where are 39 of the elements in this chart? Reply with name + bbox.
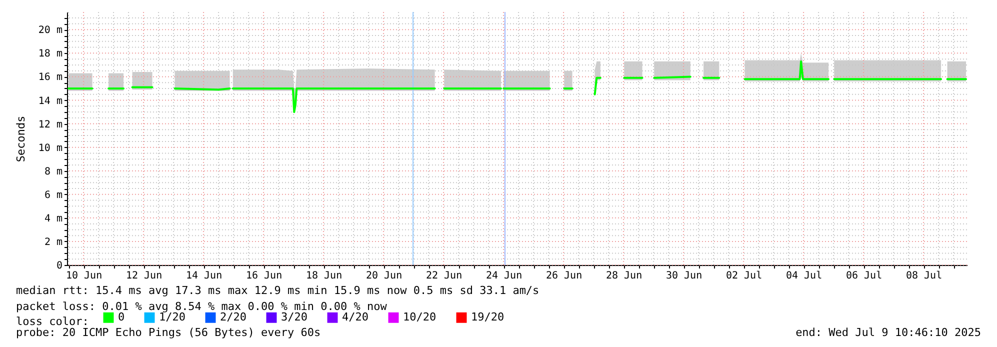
y-tick-label: 12 m [38, 119, 62, 130]
legend-label: 1/20 [159, 310, 186, 324]
x-tick-label: 16 Jun [246, 270, 282, 282]
x-tick-label: 18 Jun [306, 270, 342, 282]
x-tick-label: 06 Jul [846, 270, 882, 282]
y-tick-label: 2 m [44, 236, 62, 248]
x-tick-label: 30 Jun [666, 270, 702, 282]
x-tick-label: 28 Jun [606, 270, 642, 282]
x-tick-label: 02 Jul [726, 270, 762, 282]
legend-label: 0 [118, 310, 125, 324]
y-tick-label: 4 m [44, 213, 62, 224]
x-tick-label: 14 Jun [186, 270, 222, 282]
x-tick-label: 20 Jun [366, 270, 402, 282]
text: packet loss: 0.01 % avg 8.54 % max 0.00 % min 0.00 % now [16, 300, 388, 313]
legend-label: 4/20 [342, 310, 368, 324]
text: end: Wed Jul 9 10:46:10 2025 [796, 326, 981, 339]
x-tick-label: 22 Jun [426, 270, 462, 282]
text: median rtt: 15.4 ms avg 17.3 ms max 12.9 ms min 15.9 ms now 0.5 ms sd 33.1 am/s [16, 284, 540, 297]
legend-label: 10/20 [403, 310, 436, 324]
y-tick-label: 20 m [38, 25, 62, 36]
y-tick-label: 6 m [44, 190, 62, 201]
x-tick-label: 08 Jul [906, 270, 942, 282]
y-tick-label: 18 m [38, 48, 62, 60]
y-tick-label: 0 [56, 260, 62, 272]
y-tick-label: 8 m [44, 166, 62, 178]
legend-label: 19/20 [471, 310, 504, 324]
x-tick-label: 04 Jul [786, 270, 822, 282]
y-tick-label: 16 m [38, 72, 62, 84]
text: probe: 20 ICMP Echo Pings (56 Bytes) every 60s [16, 326, 321, 339]
legend-title: loss color: [16, 315, 89, 328]
y-tick-label: 10 m [38, 142, 62, 154]
x-tick-label: 26 Jun [546, 270, 582, 282]
y-axis-title: Seconds [14, 116, 28, 162]
x-tick-label: 10 Jun [66, 270, 102, 282]
x-tick-label: 12 Jun [126, 270, 162, 282]
legend-label: 3/20 [281, 310, 308, 324]
y-tick-label: 14 m [38, 96, 62, 107]
x-tick-label: 24 Jun [486, 270, 522, 282]
legend-label: 2/20 [220, 310, 246, 324]
